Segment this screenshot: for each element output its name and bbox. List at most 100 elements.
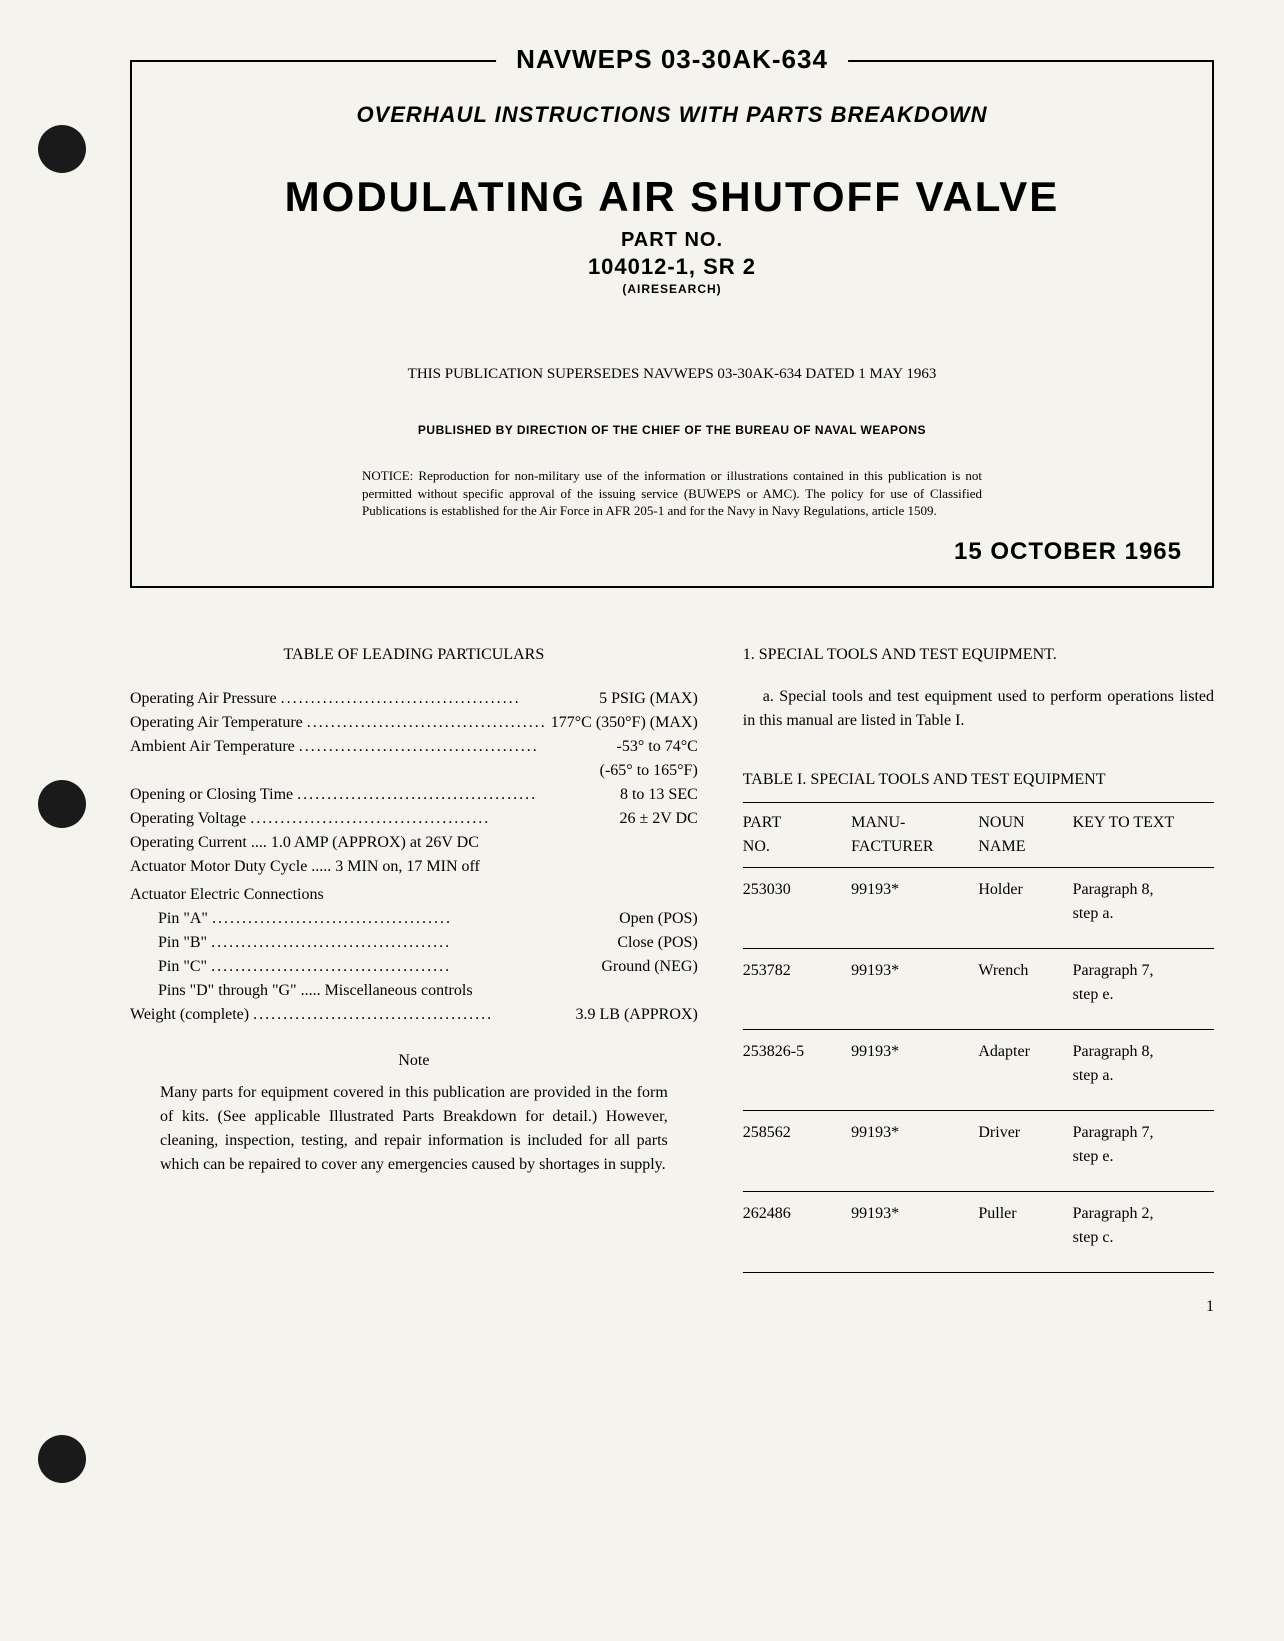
particular-row: Operating Air Temperature 177°C (350°F) … bbox=[130, 711, 698, 735]
page-number: 1 bbox=[130, 1298, 1214, 1316]
particular-value: 1.0 AMP (APPROX) at 26V DC bbox=[271, 831, 479, 855]
leader-dots: .... bbox=[247, 831, 271, 855]
body-columns: TABLE OF LEADING PARTICULARS Operating A… bbox=[130, 633, 1214, 1273]
leader-dots bbox=[277, 687, 599, 711]
connections-header: Actuator Electric Connections bbox=[130, 883, 698, 907]
cell-key: Paragraph 7, step e. bbox=[1073, 1121, 1214, 1169]
pin-row: Pin "A" Open (POS) bbox=[130, 907, 698, 931]
leader-dots bbox=[303, 711, 551, 735]
pin-row: Pins "D" through "G" ..... Miscellaneous… bbox=[130, 979, 698, 1003]
table-row: 253030 99193* Holder Paragraph 8, step a… bbox=[743, 868, 1214, 949]
particular-row: Operating Current .... 1.0 AMP (APPROX) … bbox=[130, 831, 698, 855]
table-row: 262486 99193* Puller Paragraph 2, step c… bbox=[743, 1192, 1214, 1273]
leader-dots bbox=[207, 931, 617, 955]
particular-row: Weight (complete) 3.9 LB (APPROX) bbox=[130, 1003, 698, 1027]
particular-label: Operating Current bbox=[130, 831, 247, 855]
cell-mfr: 99193* bbox=[851, 1040, 978, 1088]
table-title: TABLE I. SPECIAL TOOLS AND TEST EQUIPMEN… bbox=[743, 768, 1214, 792]
col-header-part: PART NO. bbox=[743, 811, 851, 859]
leader-dots bbox=[246, 807, 619, 831]
pin-row: Pin "C" Ground (NEG) bbox=[130, 955, 698, 979]
cell-part: 258562 bbox=[743, 1121, 851, 1169]
pin-value: Ground (NEG) bbox=[601, 955, 697, 979]
notice-text: NOTICE: Reproduction for non-military us… bbox=[362, 467, 982, 520]
particular-label: Ambient Air Temperature bbox=[130, 735, 295, 759]
pin-value: Close (POS) bbox=[617, 931, 697, 955]
cell-noun: Wrench bbox=[978, 959, 1072, 1007]
section-title: 1. SPECIAL TOOLS AND TEST EQUIPMENT. bbox=[743, 643, 1214, 667]
pin-label: Pin "A" bbox=[158, 907, 208, 931]
punch-hole bbox=[38, 125, 86, 173]
cell-mfr: 99193* bbox=[851, 959, 978, 1007]
leader-dots: ..... bbox=[307, 855, 335, 879]
left-column: TABLE OF LEADING PARTICULARS Operating A… bbox=[130, 633, 698, 1273]
particular-continuation: (-65° to 165°F) bbox=[130, 759, 698, 783]
leader-dots bbox=[208, 907, 619, 931]
cell-key: Paragraph 8, step a. bbox=[1073, 1040, 1214, 1088]
manufacturer: (AIRESEARCH) bbox=[162, 282, 1182, 296]
cell-noun: Adapter bbox=[978, 1040, 1072, 1088]
particular-value: 5 PSIG (MAX) bbox=[599, 687, 698, 711]
cell-key: Paragraph 7, step e. bbox=[1073, 959, 1214, 1007]
leader-dots bbox=[293, 783, 620, 807]
pin-label: Pins "D" through "G" bbox=[158, 979, 297, 1003]
publication-date: 15 OCTOBER 1965 bbox=[162, 538, 1182, 566]
pin-value: Open (POS) bbox=[619, 907, 698, 931]
cell-noun: Holder bbox=[978, 878, 1072, 926]
pin-value: Miscellaneous controls bbox=[325, 979, 473, 1003]
pin-label: Pin "B" bbox=[158, 931, 207, 955]
particular-value: 3.9 LB (APPROX) bbox=[576, 1003, 698, 1027]
particular-row: Actuator Motor Duty Cycle ..... 3 MIN on… bbox=[130, 855, 698, 879]
part-no-label: PART NO. bbox=[162, 229, 1182, 252]
cell-mfr: 99193* bbox=[851, 1202, 978, 1250]
table-row: 253782 99193* Wrench Paragraph 7, step e… bbox=[743, 949, 1214, 1030]
punch-hole bbox=[38, 1435, 86, 1483]
overhaul-subtitle: OVERHAUL INSTRUCTIONS WITH PARTS BREAKDO… bbox=[162, 102, 1182, 128]
col-header-key: KEY TO TEXT bbox=[1073, 811, 1214, 859]
particular-value: 3 MIN on, 17 MIN off bbox=[335, 855, 480, 879]
particular-value: 26 ± 2V DC bbox=[619, 807, 697, 831]
particular-row: Operating Air Pressure 5 PSIG (MAX) bbox=[130, 687, 698, 711]
paragraph-a: a. Special tools and test equipment used… bbox=[743, 685, 1214, 733]
leader-dots bbox=[249, 1003, 575, 1027]
particular-label: Operating Voltage bbox=[130, 807, 246, 831]
table-header: PART NO. MANU- FACTURER NOUN NAME KEY TO… bbox=[743, 802, 1214, 868]
cell-mfr: 99193* bbox=[851, 1121, 978, 1169]
published-by: PUBLISHED BY DIRECTION OF THE CHIEF OF T… bbox=[162, 423, 1182, 437]
right-column: 1. SPECIAL TOOLS AND TEST EQUIPMENT. a. … bbox=[743, 633, 1214, 1273]
leader-dots bbox=[207, 955, 601, 979]
cell-part: 253030 bbox=[743, 878, 851, 926]
note-body: Many parts for equipment covered in this… bbox=[130, 1081, 698, 1177]
particular-label: Operating Air Temperature bbox=[130, 711, 303, 735]
particular-label: Weight (complete) bbox=[130, 1003, 249, 1027]
particular-label: Operating Air Pressure bbox=[130, 687, 277, 711]
particular-value: 8 to 13 SEC bbox=[620, 783, 698, 807]
cell-key: Paragraph 8, step a. bbox=[1073, 878, 1214, 926]
leader-dots bbox=[295, 735, 617, 759]
particular-label: Opening or Closing Time bbox=[130, 783, 293, 807]
title-box: NAVWEPS 03-30AK-634 OVERHAUL INSTRUCTION… bbox=[130, 60, 1214, 588]
cell-noun: Driver bbox=[978, 1121, 1072, 1169]
table-row: 253826-5 99193* Adapter Paragraph 8, ste… bbox=[743, 1030, 1214, 1111]
punch-hole bbox=[38, 780, 86, 828]
document-number: NAVWEPS 03-30AK-634 bbox=[496, 44, 848, 75]
cell-mfr: 99193* bbox=[851, 878, 978, 926]
part-no: 104012-1, SR 2 bbox=[162, 254, 1182, 280]
pin-label: Pin "C" bbox=[158, 955, 207, 979]
pin-row: Pin "B" Close (POS) bbox=[130, 931, 698, 955]
supersedes-text: THIS PUBLICATION SUPERSEDES NAVWEPS 03-3… bbox=[162, 366, 1182, 383]
tools-table: PART NO. MANU- FACTURER NOUN NAME KEY TO… bbox=[743, 802, 1214, 1273]
table-row: 258562 99193* Driver Paragraph 7, step e… bbox=[743, 1111, 1214, 1192]
particular-row: Operating Voltage 26 ± 2V DC bbox=[130, 807, 698, 831]
main-title: MODULATING AIR SHUTOFF VALVE bbox=[162, 173, 1182, 221]
note-title: Note bbox=[130, 1049, 698, 1073]
particular-value: -53° to 74°C bbox=[617, 735, 698, 759]
particular-label: Actuator Motor Duty Cycle bbox=[130, 855, 307, 879]
col-header-noun: NOUN NAME bbox=[978, 811, 1072, 859]
cell-part: 253782 bbox=[743, 959, 851, 1007]
particular-row: Opening or Closing Time 8 to 13 SEC bbox=[130, 783, 698, 807]
cell-noun: Puller bbox=[978, 1202, 1072, 1250]
particular-value: 177°C (350°F) (MAX) bbox=[551, 711, 698, 735]
cell-part: 253826-5 bbox=[743, 1040, 851, 1088]
cell-part: 262486 bbox=[743, 1202, 851, 1250]
